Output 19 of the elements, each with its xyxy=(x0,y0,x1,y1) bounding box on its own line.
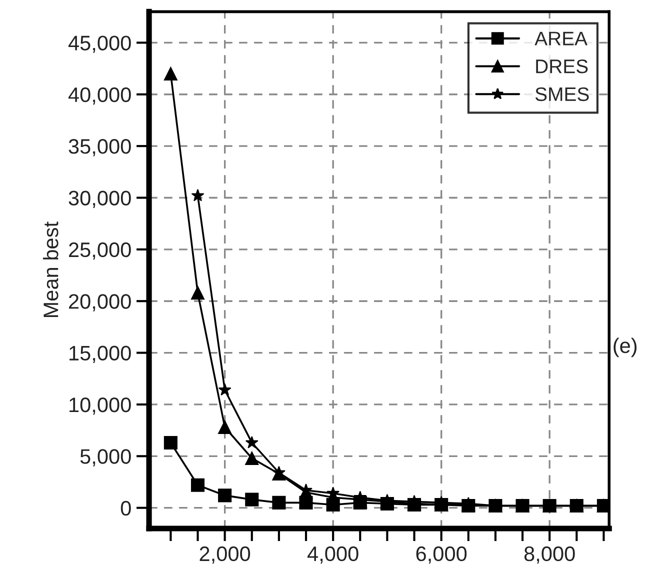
y-tick-label: 40,000 xyxy=(68,87,131,105)
y-tick-label: 45,000 xyxy=(68,36,131,53)
y-axis-title: Mean best xyxy=(42,222,58,318)
legend-label: DRES xyxy=(536,59,588,74)
x-tick-label: 6,000 xyxy=(416,546,467,564)
x-tick-label: 8,000 xyxy=(524,546,575,564)
x-tick-label: 2,000 xyxy=(200,546,250,564)
y-tick-label: 30,000 xyxy=(68,190,131,208)
text: (e) xyxy=(614,338,637,358)
y-tick-label: 25,000 xyxy=(69,242,131,260)
y-tick-label: 5,000 xyxy=(80,449,131,466)
y-tick-label: 15,000 xyxy=(70,346,131,364)
legend-label: AREA xyxy=(534,32,588,46)
y-tick-label: 20,000 xyxy=(69,294,131,312)
y-tick-label: 0 xyxy=(120,500,131,516)
y-tick-label: 35,000 xyxy=(68,139,131,156)
x-tick-label: 4,000 xyxy=(307,546,358,564)
legend-label: SMES xyxy=(535,87,589,102)
y-tick-label: 10,000 xyxy=(70,397,131,415)
